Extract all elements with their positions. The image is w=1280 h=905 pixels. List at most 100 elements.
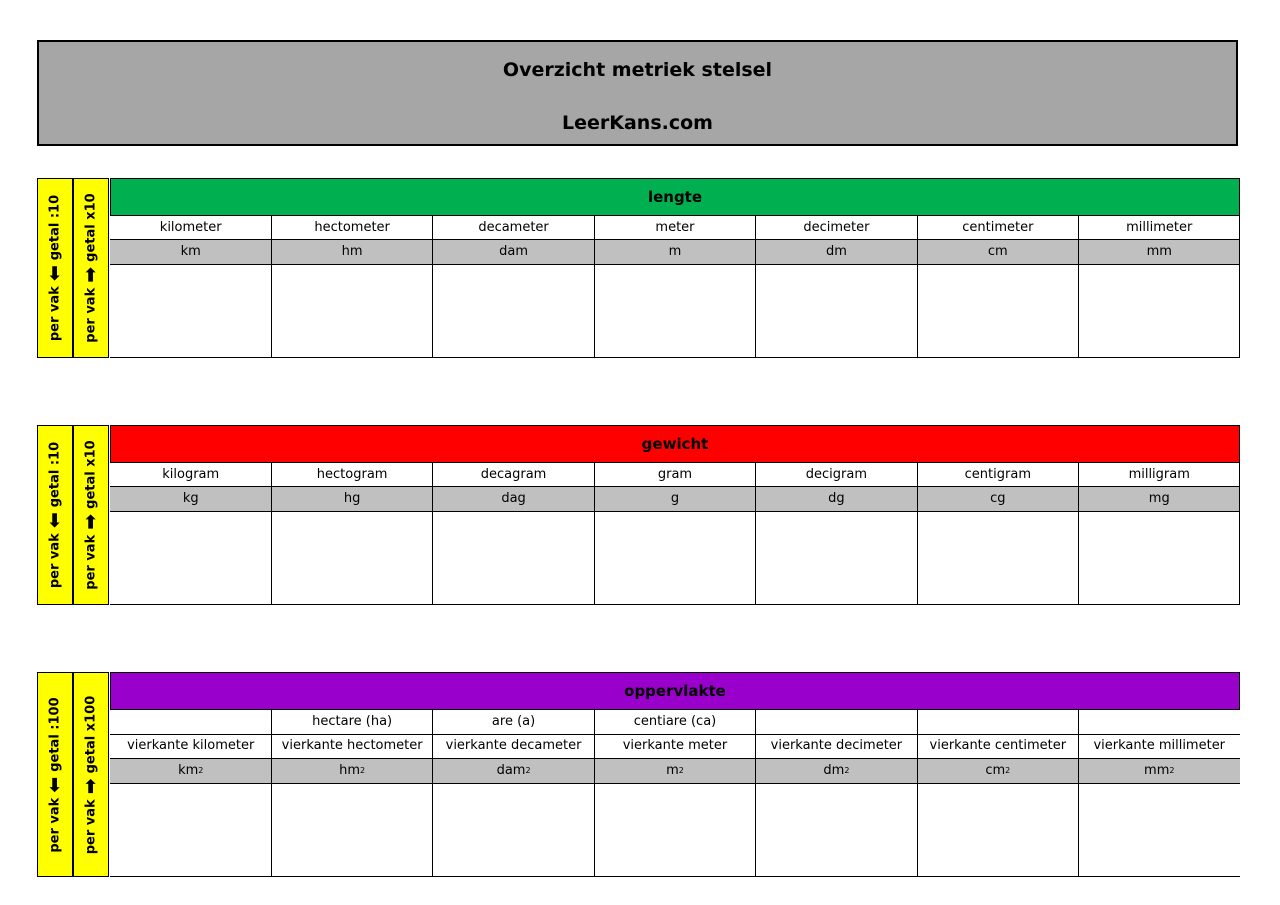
side-value: getal :100 bbox=[47, 696, 63, 772]
unit-symbol: dm bbox=[825, 244, 847, 259]
arrow-right-icon: ➡ bbox=[79, 513, 102, 530]
side-value: getal x10 bbox=[83, 193, 99, 262]
unit-column[interactable] bbox=[593, 710, 756, 877]
unit-name: millimeter bbox=[1126, 220, 1193, 235]
unit-symbol: dam2 bbox=[433, 759, 594, 783]
unit-name: decigram bbox=[805, 467, 868, 482]
unit-name: meter bbox=[655, 220, 695, 235]
side-label: per vak bbox=[83, 534, 99, 590]
unit-symbol: hm bbox=[341, 244, 363, 259]
unit-exponent: 2 bbox=[844, 766, 850, 775]
unit-symbol: km2 bbox=[110, 759, 271, 783]
unit-symbol: hg bbox=[343, 491, 361, 506]
side-label: per vak bbox=[47, 533, 63, 589]
side-label: per vak bbox=[47, 286, 63, 342]
unit-column[interactable] bbox=[593, 463, 756, 605]
unit-name: vierkante decimeter bbox=[770, 738, 903, 753]
unit-exponent: 2 bbox=[678, 766, 684, 775]
unit-column[interactable] bbox=[110, 216, 271, 358]
unit-column[interactable] bbox=[270, 463, 433, 605]
band-title: gewicht bbox=[641, 435, 709, 453]
unit-symbol: km bbox=[180, 244, 201, 259]
side-multiply-gewicht: per vak ➡ getal x10 bbox=[73, 425, 109, 605]
unit-column[interactable] bbox=[1078, 463, 1240, 605]
arrow-left-icon: ⬅ bbox=[43, 776, 66, 793]
unit-name: vierkante millimeter bbox=[1093, 738, 1226, 753]
unit-exponent: 2 bbox=[360, 766, 366, 775]
side-divide-oppervlakte: per vak ⬅ getal :100 bbox=[37, 672, 73, 877]
unit-column[interactable] bbox=[432, 463, 594, 605]
arrow-left-icon: ⬅ bbox=[43, 265, 66, 282]
unit-name: hectometer bbox=[314, 220, 390, 235]
page-title: Overzicht metriek stelsel bbox=[502, 59, 773, 81]
arrow-right-icon: ➡ bbox=[79, 777, 102, 794]
unit-column[interactable] bbox=[270, 710, 433, 877]
band-lengte: lengte bbox=[110, 178, 1240, 216]
unit-column[interactable] bbox=[270, 216, 433, 358]
unit-name: decagram bbox=[480, 467, 547, 482]
unit-exponent: 2 bbox=[198, 766, 204, 775]
unit-column[interactable] bbox=[916, 463, 1079, 605]
unit-name: centigram bbox=[964, 467, 1031, 482]
unit-symbol: mm2 bbox=[1079, 759, 1240, 783]
unit-symbol: m bbox=[668, 244, 682, 259]
unit-symbol: dam bbox=[499, 244, 528, 259]
site-name: LeerKans.com bbox=[562, 112, 713, 134]
unit-column[interactable] bbox=[916, 710, 1079, 877]
unit-column[interactable] bbox=[755, 216, 917, 358]
unit-column[interactable] bbox=[916, 216, 1079, 358]
unit-base: km bbox=[178, 763, 199, 778]
band-gewicht: gewicht bbox=[110, 425, 1240, 463]
unit-column[interactable] bbox=[432, 216, 594, 358]
unit-symbol: mm bbox=[1146, 244, 1172, 259]
side-divide-lengte: per vak ⬅ getal :10 bbox=[37, 178, 73, 358]
unit-name: vierkante centimeter bbox=[929, 738, 1067, 753]
unit-column[interactable] bbox=[110, 463, 271, 605]
side-value: getal x100 bbox=[83, 695, 99, 773]
unit-name: decimeter bbox=[803, 220, 870, 235]
arrow-right-icon: ➡ bbox=[79, 266, 102, 283]
unit-name: vierkante hectometer bbox=[281, 738, 423, 753]
unit-base: hm bbox=[339, 763, 361, 778]
unit-column[interactable] bbox=[432, 710, 594, 877]
unit-name: decameter bbox=[478, 220, 549, 235]
unit-name: hectogram bbox=[316, 467, 388, 482]
band-title: lengte bbox=[647, 188, 703, 206]
unit-symbol: cm bbox=[987, 244, 1008, 259]
unit-base: m bbox=[666, 763, 679, 778]
unit-symbol: g bbox=[670, 491, 680, 506]
unit-name: vierkante meter bbox=[622, 738, 728, 753]
side-value: getal :10 bbox=[47, 441, 63, 508]
side-value: getal x10 bbox=[83, 440, 99, 509]
unit-exponent: 2 bbox=[525, 766, 531, 775]
unit-name: kilometer bbox=[159, 220, 222, 235]
unit-symbol: cm2 bbox=[917, 759, 1078, 783]
side-multiply-oppervlakte: per vak ➡ getal x100 bbox=[73, 672, 109, 877]
unit-column[interactable] bbox=[755, 710, 917, 877]
band-title: oppervlakte bbox=[624, 682, 726, 700]
page-header: Overzicht metriek stelsel LeerKans.com bbox=[37, 40, 1238, 146]
unit-column[interactable] bbox=[1078, 710, 1240, 877]
section-gewicht: per vak ⬅ getal :10 per vak ➡ getal x10 gewi… bbox=[37, 425, 1240, 605]
band-oppervlakte: oppervlakte bbox=[110, 672, 1240, 710]
unit-symbol: hm2 bbox=[271, 759, 432, 783]
unit-column[interactable] bbox=[593, 216, 756, 358]
side-value: getal :10 bbox=[47, 194, 63, 261]
section-lengte: per vak ⬅ getal :10 per vak ➡ getal x10 leng… bbox=[37, 178, 1240, 358]
unit-name: gram bbox=[657, 467, 693, 482]
side-label: per vak bbox=[83, 287, 99, 343]
side-divide-gewicht: per vak ⬅ getal :10 bbox=[37, 425, 73, 605]
arrow-left-icon: ⬅ bbox=[43, 512, 66, 529]
side-label: per vak bbox=[83, 798, 99, 854]
unit-column[interactable] bbox=[755, 463, 917, 605]
unit-column[interactable] bbox=[1078, 216, 1240, 358]
unit-alias: hectare (ha) bbox=[312, 714, 393, 729]
unit-name: vierkante kilometer bbox=[127, 738, 255, 753]
unit-column[interactable] bbox=[110, 710, 271, 877]
unit-symbol: m2 bbox=[594, 759, 755, 783]
unit-base: dam bbox=[496, 763, 526, 778]
unit-symbol: dg bbox=[828, 491, 845, 506]
unit-name: milligram bbox=[1128, 467, 1190, 482]
side-label: per vak bbox=[47, 797, 63, 853]
unit-base: dm bbox=[823, 763, 845, 778]
